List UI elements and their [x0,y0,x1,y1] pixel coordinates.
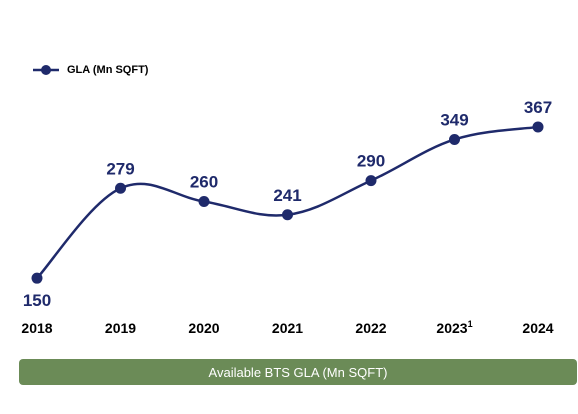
chart-legend: GLA (Mn SQFT) [33,64,148,76]
x-tick-label-2024: 2024 [522,320,553,336]
data-point-2018 [31,272,43,284]
x-tick-label-2021: 2021 [272,320,303,336]
data-point-2019 [115,182,126,194]
x-tick-footnote-2023: 1 [468,319,473,329]
data-label-2024: 367 [524,98,552,117]
data-label-2021: 241 [273,186,301,205]
legend-label: GLA (Mn SQFT) [67,64,149,76]
data-point-2023 [449,133,460,145]
x-tick-label-2020: 2020 [188,320,219,336]
x-tick-label-2019: 2019 [105,320,136,336]
data-label-2019: 279 [106,159,134,178]
data-label-2022: 290 [357,152,385,171]
bts-gla-banner: Available BTS GLA (Mn SQFT) [19,359,577,385]
data-point-2024 [532,121,544,133]
data-point-2021 [282,209,293,221]
data-label-2023: 349 [440,110,468,129]
x-tick-label-2018: 2018 [21,320,52,336]
data-label-2020: 260 [190,173,218,192]
banner-text: Available BTS GLA (Mn SQFT) [208,364,388,380]
data-point-2022 [365,175,377,187]
x-tick-label-2022: 2022 [355,320,386,336]
data-label-2018: 150 [23,291,51,310]
data-point-2020 [198,196,210,208]
legend-line-marker-icon [33,65,59,75]
x-tick-label-2023: 20231 [436,319,472,336]
